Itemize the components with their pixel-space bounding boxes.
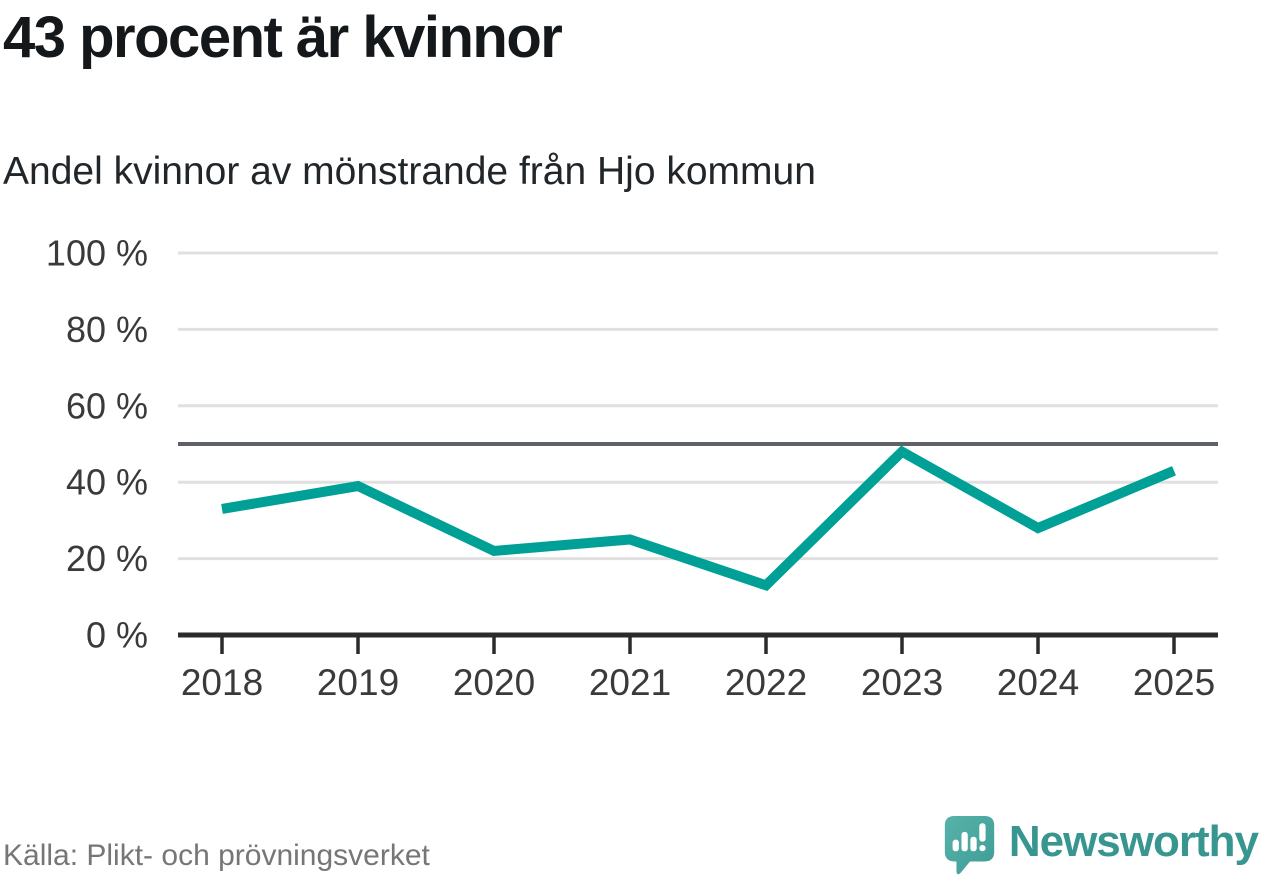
speech-bubble-shape — [944, 815, 995, 875]
y-axis-label-40: 40 % — [66, 462, 148, 503]
x-axis-label-2024: 2024 — [997, 662, 1079, 703]
y-axis-label-0: 0 % — [86, 615, 148, 656]
chart-subtitle: Andel kvinnor av mönstrande från Hjo kom… — [3, 150, 816, 193]
x-axis-label-2020: 2020 — [453, 662, 535, 703]
data-line-andel-kvinnor-av-mönstrande — [221, 445, 1176, 592]
y-axis-label-20: 20 % — [66, 538, 148, 579]
chart-title: 43 procent är kvinnor — [3, 5, 563, 70]
y-axis-label-60: 60 % — [66, 385, 148, 426]
newsworthy-brand: Newsworthy — [943, 814, 1259, 876]
y-axis-label-100: 100 % — [46, 233, 148, 274]
x-axis-label-2025: 2025 — [1133, 662, 1215, 703]
source-note: Källa: Plikt- och prövningsverket — [3, 839, 430, 872]
exclamation-dot — [979, 845, 986, 852]
exclamation-bar — [979, 823, 986, 842]
x-axis-label-2019: 2019 — [317, 662, 399, 703]
x-axis-label-2023: 2023 — [861, 662, 943, 703]
x-axis-label-2022: 2022 — [725, 662, 807, 703]
bar-chart-glyph — [952, 823, 986, 852]
line-chart-plot-area: 0 % 20 % 40 % 60 % 80 % 100 % 2018 2019 2020 2021… — [46, 233, 1218, 703]
x-axis-label-2021: 2021 — [589, 662, 671, 703]
x-axis-label-2018: 2018 — [181, 662, 263, 703]
y-axis-label-80: 80 % — [66, 309, 148, 350]
brand-wordmark: Newsworthy — [1008, 817, 1259, 866]
newsworthy-logo-icon — [944, 815, 995, 875]
